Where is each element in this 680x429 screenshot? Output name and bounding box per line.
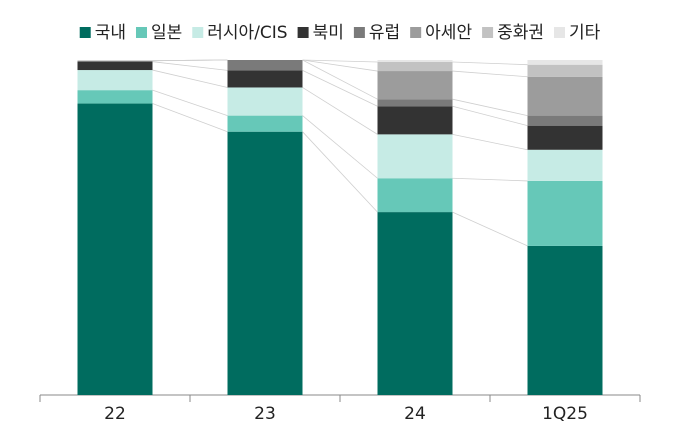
legend-swatch [192,27,204,38]
connector-line [452,177,528,182]
legend-label: 일본 [151,23,182,43]
connector-line [452,105,528,127]
bar-segment [527,60,603,65]
legend-label: 유럽 [369,23,400,43]
legend-swatch [135,27,147,38]
connector-line [302,59,378,63]
connector-line [152,61,228,71]
connector-line [302,87,378,135]
connector-line [152,59,228,62]
connector-line [302,59,378,100]
bar-segment [227,131,303,395]
bar-segment [77,61,153,71]
bar-segment [377,178,453,213]
bar-segment [377,60,453,63]
connector-line [302,70,378,107]
bar-segment [77,70,153,91]
connector-line [452,98,528,117]
bar-segment [527,115,603,126]
connector-line [302,59,378,72]
connector-line [452,211,528,247]
x-tick-label: 23 [254,404,276,424]
bar-segment [227,60,303,71]
x-tick-label: 22 [104,404,126,424]
connector-line [302,115,378,179]
x-tick-label: 24 [404,404,426,424]
bar-segment [227,87,303,116]
connector-line [152,103,228,133]
legend-label: 러시아/CIS [207,23,287,43]
legend: 국내 일본 러시아/CIS 북미 유럽 아세안 중화권 기타 [79,23,601,43]
legend-swatch [482,27,494,38]
bar-segment [527,64,603,77]
bar-segment [527,125,603,150]
bar-segment [527,180,603,246]
bar-segment [377,106,453,135]
bar-segment [377,134,453,179]
bar-segment [377,212,453,395]
bar-segment [77,60,153,62]
legend-label: 중화권 [497,23,544,43]
connector-line [152,89,228,116]
bar-segment [527,149,603,181]
legend-swatch [79,27,91,38]
legend-label: 아세안 [425,23,472,43]
legend-label: 기타 [569,23,601,43]
bar-segment [77,60,153,61]
bar-segment [77,103,153,396]
bar-segment [77,90,153,104]
connector-line [152,69,228,88]
legend-swatch [554,27,566,38]
bar-segment [377,99,453,107]
legend-swatch [353,27,365,38]
legend-swatch [410,27,422,38]
bar-segment [377,62,453,72]
bar-segment [527,76,603,116]
connector-line [452,70,528,78]
legend-swatch [297,27,309,38]
connector-line [302,131,378,213]
legend-label: 북미 [313,23,344,43]
bar-segment [227,70,303,88]
bar-segment [227,115,303,132]
x-tick-label: 1Q25 [542,404,588,424]
connector-line [452,61,528,66]
bar-segment [527,245,603,395]
connector-line [452,133,528,151]
bar-segment [377,71,453,100]
legend-label: 국내 [95,23,126,43]
